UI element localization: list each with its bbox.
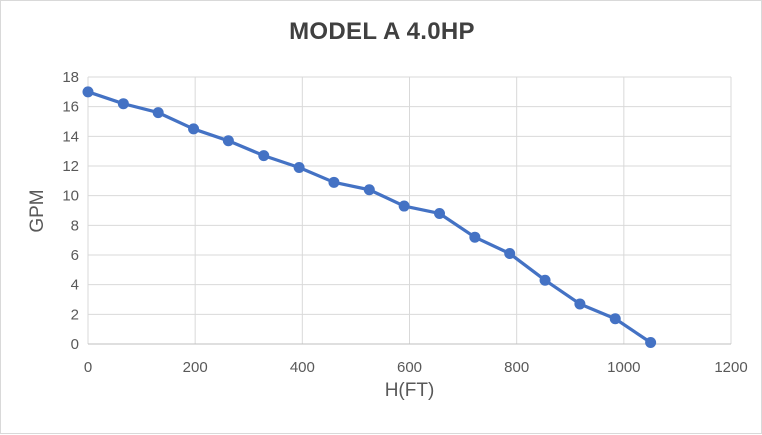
y-tick-label: 16 [62,99,79,116]
data-point [152,107,164,119]
data-point [188,123,200,135]
data-point [434,207,446,219]
y-tick-label: 0 [71,336,79,353]
data-point [469,231,481,243]
chart-title: MODEL A 4.0HP [289,18,475,45]
y-tick-label: 12 [62,158,79,175]
x-axis-title: H(FT) [384,380,435,401]
data-point [504,248,516,260]
data-point [574,298,586,310]
y-tick-label: 18 [62,69,79,86]
data-point [117,98,129,110]
x-tick-label: 200 [183,359,208,376]
data-point [398,200,410,212]
x-tick-label: 400 [290,359,315,376]
data-point [293,161,305,173]
x-tick-label: 1000 [607,359,640,376]
y-tick-label: 4 [71,277,79,294]
data-point [539,274,551,286]
data-point [258,150,270,162]
data-point [609,313,621,325]
data-series [82,86,657,349]
axis-tick-labels: 0 200 400 600 800 1000 1200 0 2 4 6 8 10 12 14 16 18 [62,69,747,376]
y-tick-label: 6 [71,247,79,264]
y-tick-label: 2 [71,306,79,323]
data-point [363,184,375,196]
data-point [328,176,340,188]
y-tick-label: 8 [71,217,79,234]
x-tick-label: 0 [84,359,92,376]
x-tick-label: 600 [397,359,422,376]
x-tick-label: 800 [504,359,529,376]
gridlines [87,76,732,345]
y-tick-label: 14 [62,128,79,145]
x-tick-label: 1200 [714,359,747,376]
data-point [645,337,657,349]
y-tick-label: 10 [62,188,79,205]
data-point [82,86,94,98]
series-line [86,90,653,345]
data-point [222,135,234,147]
